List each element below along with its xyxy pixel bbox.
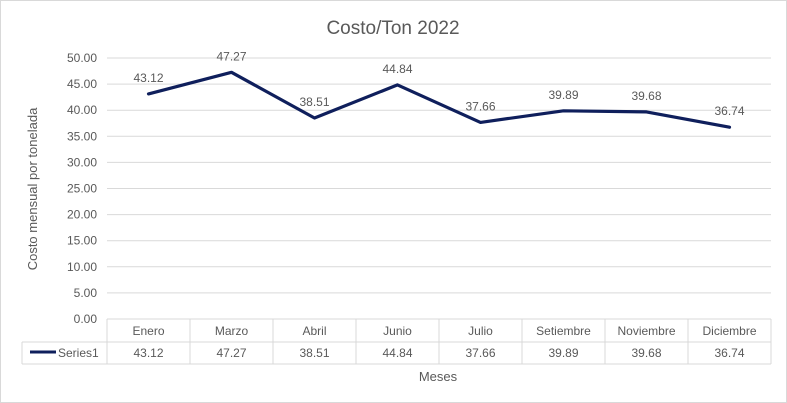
x-axis-title: Meses	[419, 369, 458, 384]
x-tick-label: Junio	[383, 324, 412, 338]
table-value-cell: 39.89	[548, 346, 578, 360]
x-tick-label: Noviembre	[617, 324, 675, 338]
y-tick-label: 10.00	[67, 260, 97, 274]
data-label: 38.51	[299, 95, 329, 109]
data-label: 36.74	[714, 104, 744, 118]
y-tick-label: 20.00	[67, 208, 97, 222]
table-value-cell: 43.12	[133, 346, 163, 360]
y-tick-label: 5.00	[74, 286, 98, 300]
data-label: 47.27	[216, 49, 246, 63]
table-value-cell: 44.84	[382, 346, 412, 360]
y-tick-label: 30.00	[67, 155, 97, 169]
data-table: Enero Marzo Abril Junio Julio Setiembre Noviem…	[21, 318, 772, 365]
data-labels: 43.12 47.27 38.51 44.84 37.66 39.89 39.68 36.74	[133, 49, 744, 118]
x-tick-label: Diciembre	[702, 324, 756, 338]
data-label: 44.84	[382, 62, 412, 76]
x-tick-label: Marzo	[215, 324, 249, 338]
table-value-cell: 36.74	[714, 346, 744, 360]
data-label: 37.66	[465, 99, 495, 113]
y-tick-label: 35.00	[67, 129, 97, 143]
x-tick-label: Abril	[302, 324, 326, 338]
data-label: 39.89	[548, 88, 578, 102]
y-axis-title: Costo mensual por tonelada	[25, 107, 40, 270]
data-label: 43.12	[133, 71, 163, 85]
y-tick-label: 15.00	[67, 234, 97, 248]
series-lines	[146, 70, 732, 129]
x-tick-label: Setiembre	[536, 324, 591, 338]
y-axis-tick-labels: 0.00 5.00 10.00 15.00 20.00 25.00 30.00 35.00 40…	[67, 51, 97, 326]
y-tick-label: 40.00	[67, 103, 97, 117]
y-tick-label: 25.00	[67, 182, 97, 196]
table-value-cell: 47.27	[216, 346, 246, 360]
chart-title: Costo/Ton 2022	[326, 18, 459, 39]
gridlines	[107, 57, 771, 294]
table-value-cell: 39.68	[631, 346, 661, 360]
x-tick-label: Julio	[468, 324, 493, 338]
y-tick-label: 45.00	[67, 77, 97, 91]
table-value-cell: 37.66	[465, 346, 495, 360]
series-line	[146, 70, 732, 129]
y-tick-label: 0.00	[74, 312, 98, 326]
table-value-cell: 38.51	[299, 346, 329, 360]
x-tick-label: Enero	[132, 324, 164, 338]
legend-series-name: Series1	[58, 346, 99, 360]
y-tick-label: 50.00	[67, 51, 97, 65]
data-label: 39.68	[631, 89, 661, 103]
